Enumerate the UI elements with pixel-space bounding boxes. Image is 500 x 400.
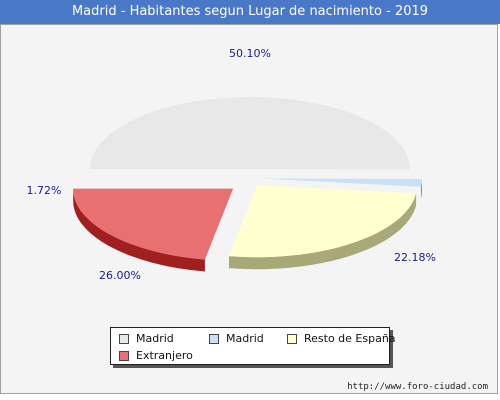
legend-item-madrid-2: Madrid (209, 332, 264, 345)
legend-item-madrid-1: Madrid (119, 332, 174, 345)
legend-swatch (209, 333, 219, 344)
legend: Madrid Madrid Resto de España Extranjero (110, 327, 396, 365)
legend-swatch (119, 350, 129, 361)
pie-slice-side (73, 188, 205, 272)
legend-item-resto-espana: Resto de España (287, 332, 396, 345)
legend-swatch (287, 333, 297, 344)
pie-slice-3 (73, 188, 234, 260)
pie-slice-1 (261, 178, 422, 187)
pie-slice-2 (228, 185, 417, 258)
legend-swatch (119, 333, 129, 344)
data-label: 1.72% (27, 184, 62, 197)
legend-label: Madrid (226, 332, 264, 345)
data-label: 22.18% (394, 251, 436, 264)
footer-url[interactable]: http://www.foro-ciudad.com (347, 382, 488, 392)
pie-slice-side (228, 193, 417, 270)
pie-slice-0 (90, 97, 411, 170)
chart-title: Madrid - Habitantes segun Lugar de nacim… (0, 0, 500, 24)
legend-label: Resto de España (304, 332, 396, 345)
legend-label: Madrid (136, 332, 174, 345)
data-label: 26.00% (99, 269, 141, 282)
legend-item-extranjero: Extranjero (119, 349, 193, 362)
data-label: 50.10% (229, 47, 271, 60)
legend-label: Extranjero (136, 349, 193, 362)
pie-slice-side (420, 178, 422, 199)
